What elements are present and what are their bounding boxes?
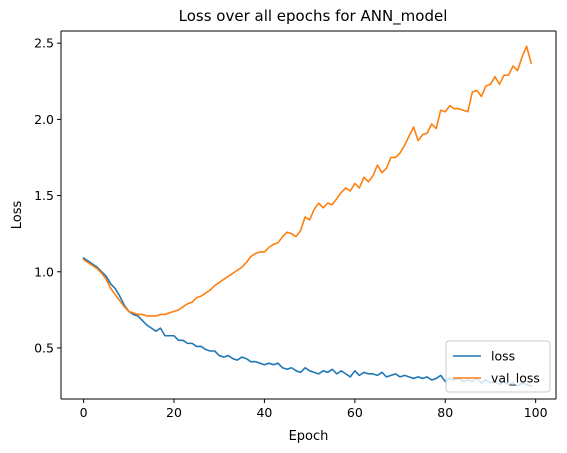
x-tick-label: 20 (166, 405, 182, 420)
x-tick-label: 80 (437, 405, 453, 420)
legend-box (445, 340, 551, 393)
legend-label-val-loss: val_loss (491, 371, 540, 386)
x-tick-label: 60 (347, 405, 363, 420)
x-axis-label: Epoch (289, 429, 329, 444)
y-tick-label: 2.5 (34, 36, 54, 51)
y-tick-label: 1.5 (34, 188, 54, 203)
x-tick-label: 40 (256, 405, 272, 420)
y-axis-label: Loss (10, 201, 25, 230)
axes-frame (60, 30, 557, 400)
legend: loss val_loss (445, 340, 551, 393)
x-axis-ticks: 0 20 40 60 80 100 (80, 399, 548, 420)
series-line-val-loss (82, 45, 533, 317)
x-tick-label: 100 (524, 405, 548, 420)
y-tick-label: 0.5 (34, 340, 54, 355)
y-tick-label: 2.0 (34, 112, 54, 127)
legend-label-loss: loss (491, 349, 515, 364)
chart-title: Loss over all epochs for ANN_model (179, 7, 448, 26)
y-tick-label: 1.0 (34, 264, 54, 279)
y-axis-ticks: 0.5 1.0 1.5 2.0 2.5 (34, 36, 61, 355)
x-tick-label: 0 (80, 405, 88, 420)
